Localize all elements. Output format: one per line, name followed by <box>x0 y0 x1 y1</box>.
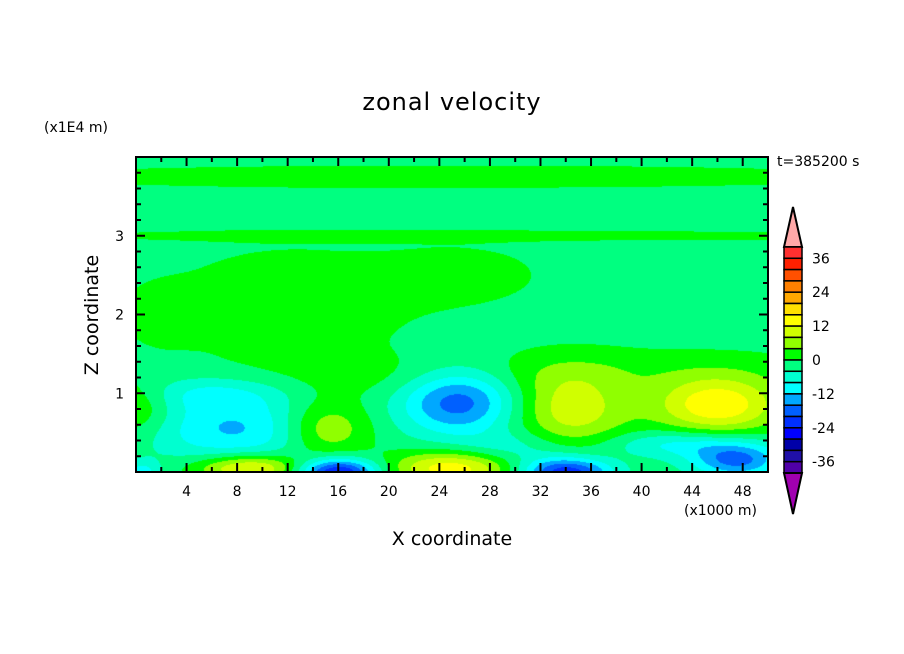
colorbar-box <box>783 302 803 316</box>
colorbar-box <box>783 393 803 406</box>
x-tick-label: 4 <box>182 484 191 500</box>
x-tick-label: 48 <box>734 484 752 500</box>
x-tick-label: 12 <box>279 484 297 500</box>
x-axis-label: X coordinate <box>391 528 513 550</box>
colorbar-tick-label: 36 <box>812 251 830 267</box>
x-tick-label: 32 <box>532 484 550 500</box>
x-tick-label: 40 <box>633 484 651 500</box>
colorbar-box <box>783 370 803 384</box>
colorbar-box <box>783 347 803 361</box>
plot-border <box>135 156 769 473</box>
x-tick-label: 36 <box>582 484 600 500</box>
time-annotation: t=385200 s <box>777 154 860 170</box>
x-tick-label: 24 <box>430 484 448 500</box>
colorbar-box <box>783 460 803 474</box>
colorbar-box <box>783 449 803 463</box>
colorbar-box <box>783 280 803 293</box>
x-tick-label: 28 <box>481 484 499 500</box>
colorbar-tick-label: -24 <box>812 421 835 437</box>
colorbar-box <box>783 246 803 260</box>
colorbar-box <box>783 381 803 395</box>
colorbar-box <box>783 336 803 350</box>
colorbar-tick-label: -36 <box>812 455 835 471</box>
x-tick-label: 20 <box>380 484 398 500</box>
x-tick-label: 44 <box>683 484 701 500</box>
colorbar-box <box>783 291 803 305</box>
x-tick-label: 8 <box>233 484 242 500</box>
colorbar-box <box>783 404 803 418</box>
colorbar-box <box>783 427 803 440</box>
colorbar-box <box>783 325 803 339</box>
colorbar-box <box>783 268 803 282</box>
contour-field <box>136 157 768 472</box>
colorbar-tick-label: -12 <box>812 387 835 403</box>
colorbar-box <box>783 257 803 271</box>
colorbar-box <box>783 359 803 373</box>
y-unit-label: (x1E4 m) <box>44 120 108 136</box>
colorbar-tick-label: 12 <box>812 319 830 335</box>
chart-title: zonal velocity <box>362 88 542 116</box>
x-tick-label: 16 <box>329 484 347 500</box>
colorbar-tick-label: 0 <box>812 353 821 369</box>
colorbar-under-triangle <box>782 472 804 515</box>
colorbar-over-triangle <box>782 206 804 248</box>
colorbar-tick-label: 24 <box>812 285 830 301</box>
x-unit-label: (x1000 m) <box>684 503 757 519</box>
colorbar-box <box>783 415 803 429</box>
colorbar-box <box>783 314 803 327</box>
y-tick-label: 2 <box>115 308 124 324</box>
y-tick-label: 3 <box>115 229 124 245</box>
y-tick-label: 1 <box>115 386 124 402</box>
colorbar-box <box>783 438 803 452</box>
